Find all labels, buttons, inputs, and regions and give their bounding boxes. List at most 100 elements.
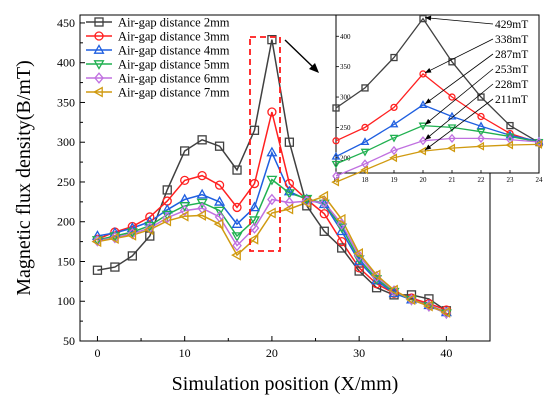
- data-point: [126, 222, 138, 232]
- data-point: [143, 224, 154, 236]
- data-point: [196, 188, 208, 199]
- x-tick-label: 30: [353, 346, 365, 360]
- data-point: [284, 137, 295, 147]
- data-point: [196, 198, 208, 209]
- data-point: [337, 243, 347, 253]
- series-line: [97, 178, 447, 314]
- inset-x-tick-label: 23: [507, 176, 515, 184]
- data-point: [265, 207, 276, 219]
- data-point: [231, 249, 241, 261]
- data-point: [354, 266, 364, 276]
- inset-data-point: [361, 123, 369, 132]
- data-point: [179, 204, 190, 217]
- data-point: [232, 165, 242, 175]
- peak-leader-line: [424, 17, 494, 25]
- data-point: [318, 190, 329, 202]
- data-point: [92, 265, 103, 275]
- data-point: [283, 185, 295, 196]
- data-point: [283, 189, 295, 200]
- inset-x-tick-label: 20: [420, 176, 428, 184]
- inset-data-point: [390, 145, 398, 156]
- data-point: [336, 223, 348, 234]
- y-tick-label: 350: [57, 95, 75, 109]
- legend-marker: [94, 17, 104, 27]
- data-point: [214, 180, 225, 190]
- legend-label: Air-gap distance 2mm: [118, 16, 230, 30]
- data-point: [335, 213, 346, 225]
- peak-arrowhead: [425, 134, 432, 140]
- peak-label: 253mT: [495, 64, 528, 76]
- data-point: [231, 218, 243, 228]
- inset-data-point: [476, 128, 486, 137]
- peak-label: 287mT: [495, 49, 528, 61]
- legend-marker: [93, 44, 105, 54]
- inset-data-point: [477, 133, 485, 143]
- inset-data-point: [389, 153, 398, 163]
- inset-x-tick-label: 19: [391, 176, 399, 184]
- inset-data-point: [418, 122, 428, 131]
- data-point: [179, 201, 191, 212]
- y-tick-label: 250: [57, 175, 75, 189]
- legend-marker: [94, 31, 104, 41]
- data-point: [248, 233, 259, 245]
- data-point: [248, 201, 260, 212]
- data-point: [127, 251, 137, 261]
- data-point: [249, 222, 260, 234]
- legend-label: Air-gap distance 6mm: [118, 72, 230, 86]
- data-point: [300, 197, 311, 209]
- y-axis-title: Magnetic flux density(B/mT): [13, 60, 35, 296]
- inset-y-tick-label: 400: [340, 33, 351, 41]
- data-point: [284, 196, 295, 209]
- data-point: [266, 175, 278, 186]
- inset-data-point: [476, 141, 485, 151]
- data-point: [248, 216, 260, 227]
- inset-x-tick-label: 22: [478, 176, 486, 184]
- inset-peak-annotations: 429mT 338mT 287mT 253mT 228mT 211mT: [424, 15, 528, 151]
- peak-arrowhead: [425, 118, 432, 125]
- main-series-markers: [91, 34, 452, 320]
- y-tick-label: 400: [57, 56, 75, 70]
- y-tick-label: 450: [57, 16, 75, 30]
- inset-y-tick-label: 300: [340, 94, 351, 102]
- data-point: [214, 206, 226, 217]
- inset-data-point: [390, 53, 398, 62]
- inset-data-point: [448, 93, 456, 101]
- data-point: [406, 290, 417, 300]
- inset-y-tick-label: 200: [340, 154, 351, 162]
- data-point: [319, 226, 329, 236]
- inset-data-point: [448, 58, 456, 66]
- inset-x-tick-label: 21: [449, 176, 457, 184]
- data-point: [91, 236, 102, 248]
- peak-arrowhead: [425, 15, 432, 21]
- inset-data-point: [505, 140, 514, 150]
- inset-data-point: [477, 112, 485, 121]
- peak-label: 338mT: [495, 34, 528, 46]
- legend-marker: [94, 72, 104, 84]
- peak-arrowhead: [425, 68, 432, 73]
- inset-data-point: [332, 137, 340, 145]
- inset-data-point: [361, 84, 369, 92]
- series-line: [97, 39, 447, 312]
- zoom-highlight-box: [249, 36, 281, 252]
- peak-leader-line: [424, 68, 494, 125]
- inset-y-tick-label: 250: [340, 124, 351, 132]
- x-tick-label: 0: [94, 346, 100, 360]
- zoom-arrow: [284, 39, 319, 73]
- y-tick-label: 200: [57, 215, 75, 229]
- data-point: [267, 34, 277, 45]
- data-point: [440, 306, 451, 318]
- data-point: [108, 232, 119, 244]
- main-axis-ticks: 0 10 20 30 40 50 100 150 200 250 300 350 400 450: [57, 16, 452, 360]
- data-point: [178, 210, 189, 222]
- x-axis-title: Simulation position (X/mm): [172, 373, 399, 395]
- data-point: [213, 218, 224, 230]
- data-point: [266, 146, 278, 157]
- y-tick-label: 50: [63, 334, 75, 348]
- inset-data-point: [505, 130, 515, 139]
- data-point: [180, 175, 190, 186]
- peak-leader-line: [424, 38, 494, 74]
- inset-data-point: [389, 119, 399, 128]
- legend-label: Air-gap distance 3mm: [118, 30, 230, 44]
